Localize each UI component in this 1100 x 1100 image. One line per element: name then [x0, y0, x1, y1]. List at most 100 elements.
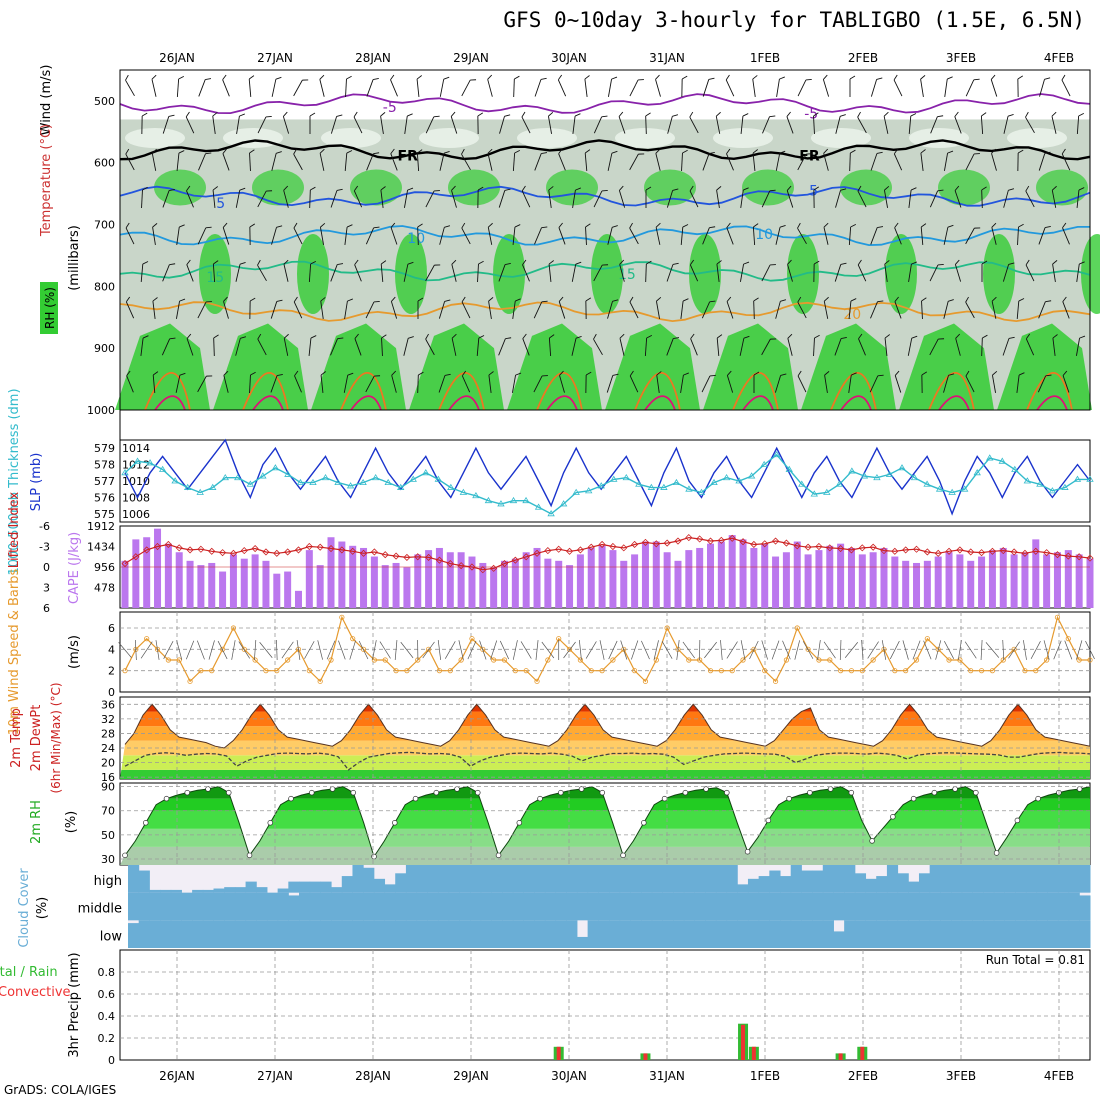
wind-barb-flag: [585, 223, 591, 228]
wind-barb-flag: [1044, 225, 1051, 228]
cloud-middle-bar: [224, 892, 236, 921]
wind-barb-staff: [797, 227, 807, 245]
wind-barb: [344, 150, 353, 172]
wind-barb-staff: [774, 375, 782, 393]
lifted-index-marker: [988, 547, 996, 555]
wind-barb: [644, 334, 653, 357]
wind-barb-staff: [776, 79, 780, 97]
wind-barb-flag: [408, 336, 414, 339]
wind-barb-staff: [1051, 116, 1057, 134]
wind-barb: [1052, 260, 1058, 282]
wind-barb-staff: [380, 263, 384, 283]
wind-barb-staff: [416, 79, 420, 97]
wind-barb: [884, 260, 890, 282]
cloud-low-bar: [341, 920, 353, 948]
wind10-barb: [372, 640, 377, 660]
wind-barb-staff: [151, 79, 157, 97]
wind-barb: [345, 75, 352, 98]
cloud-low-bar: [512, 920, 524, 948]
wind-barb-staff: [1076, 115, 1080, 135]
wind-barb: [249, 371, 256, 394]
wind-barb: [186, 259, 194, 282]
cloud-middle-bar: [491, 892, 503, 921]
rh2m-marker: [952, 786, 958, 792]
wind-barb-flag: [585, 371, 592, 376]
wind10-barb: [957, 640, 962, 660]
contour-label: 10: [407, 231, 425, 247]
wind-barb-flag: [337, 337, 344, 340]
rh-dry-area: [419, 128, 479, 148]
wind-barb: [235, 336, 247, 356]
wind10-barb: [771, 640, 780, 660]
wind-barb-flag: [682, 224, 689, 228]
wind-barb-flag: [151, 74, 157, 80]
cape-bar: [1086, 558, 1094, 608]
wind10-barb-staff: [661, 641, 673, 659]
precip-tick: 0.6: [98, 988, 116, 1001]
wind10-barb-staff: [794, 640, 801, 660]
wind10-barb-staff: [957, 640, 962, 660]
cloud-low-bar: [780, 920, 792, 948]
wind-barb: [283, 333, 289, 356]
wind-barb: [907, 335, 918, 356]
wind-barb-flag: [346, 224, 353, 228]
bottom-date-label: 2FEB: [848, 1069, 878, 1083]
wind-barb: [857, 259, 867, 282]
wind-barb: [152, 371, 159, 394]
cape-bar: [956, 554, 964, 608]
thickness-marker: [572, 488, 580, 495]
cloud-low-bar: [331, 920, 343, 948]
wind-barb: [320, 297, 326, 319]
wind10-marker: [707, 668, 714, 674]
lifted-index-marker: [349, 547, 357, 555]
wind-barb: [629, 153, 645, 171]
cloud-middle-bar: [320, 892, 332, 921]
wind-barb-flag: [126, 370, 131, 376]
wind10-marker: [317, 678, 323, 684]
rh2m-marker: [1014, 817, 1021, 824]
rh2m-marker: [848, 789, 855, 796]
wind-barb: [1016, 372, 1025, 393]
wind-barb: [1025, 185, 1035, 208]
cloud-middle-bar: [395, 892, 407, 921]
cloud-low-bar: [951, 920, 963, 948]
wind10-marker: [978, 668, 985, 674]
wind10-barb-staff: [1085, 640, 1095, 660]
lifted-index-marker: [446, 560, 454, 568]
cloud-middle-bar: [876, 892, 888, 921]
wind-barb-flag: [786, 111, 791, 117]
rh2m-marker: [973, 789, 979, 796]
cape-bar: [457, 552, 465, 608]
cape-bar: [891, 556, 899, 608]
wind-barb: [607, 150, 618, 171]
wind-barb: [126, 370, 134, 393]
wind-barb-flag: [381, 334, 387, 339]
lifted-tick: 6: [43, 602, 50, 615]
wind-barb-flag: [743, 335, 750, 339]
wind10-marker: [144, 636, 150, 642]
rh2m-marker: [786, 795, 792, 802]
wind-barb-flag: [336, 114, 343, 117]
wind-barb-staff: [451, 264, 457, 282]
wind-barb-flag: [655, 148, 661, 154]
wind-barb: [593, 264, 609, 282]
wind10-barb-staff: [889, 640, 900, 660]
wind-barb-staff: [655, 227, 661, 245]
wind-barb-flag: [391, 296, 396, 302]
thickness-marker: [497, 500, 505, 507]
wind10-marker: [165, 657, 171, 663]
wind-barb-flag: [806, 153, 813, 155]
wind-barb-staff: [125, 153, 135, 171]
run-total-label: Run Total = 0.81: [986, 953, 1085, 967]
wind-barb-flag: [937, 263, 944, 266]
wind-barb: [666, 337, 680, 356]
wind-barb: [681, 149, 688, 172]
cape-bar: [240, 558, 248, 608]
wind-barb-flag: [742, 113, 749, 117]
wind-barb: [965, 296, 975, 319]
wind-barb: [943, 373, 955, 393]
lifted-index-marker: [880, 547, 888, 555]
wind-barb-staff: [1038, 301, 1046, 319]
cloud-high-bar: [726, 865, 738, 893]
wind-barb: [365, 375, 381, 393]
